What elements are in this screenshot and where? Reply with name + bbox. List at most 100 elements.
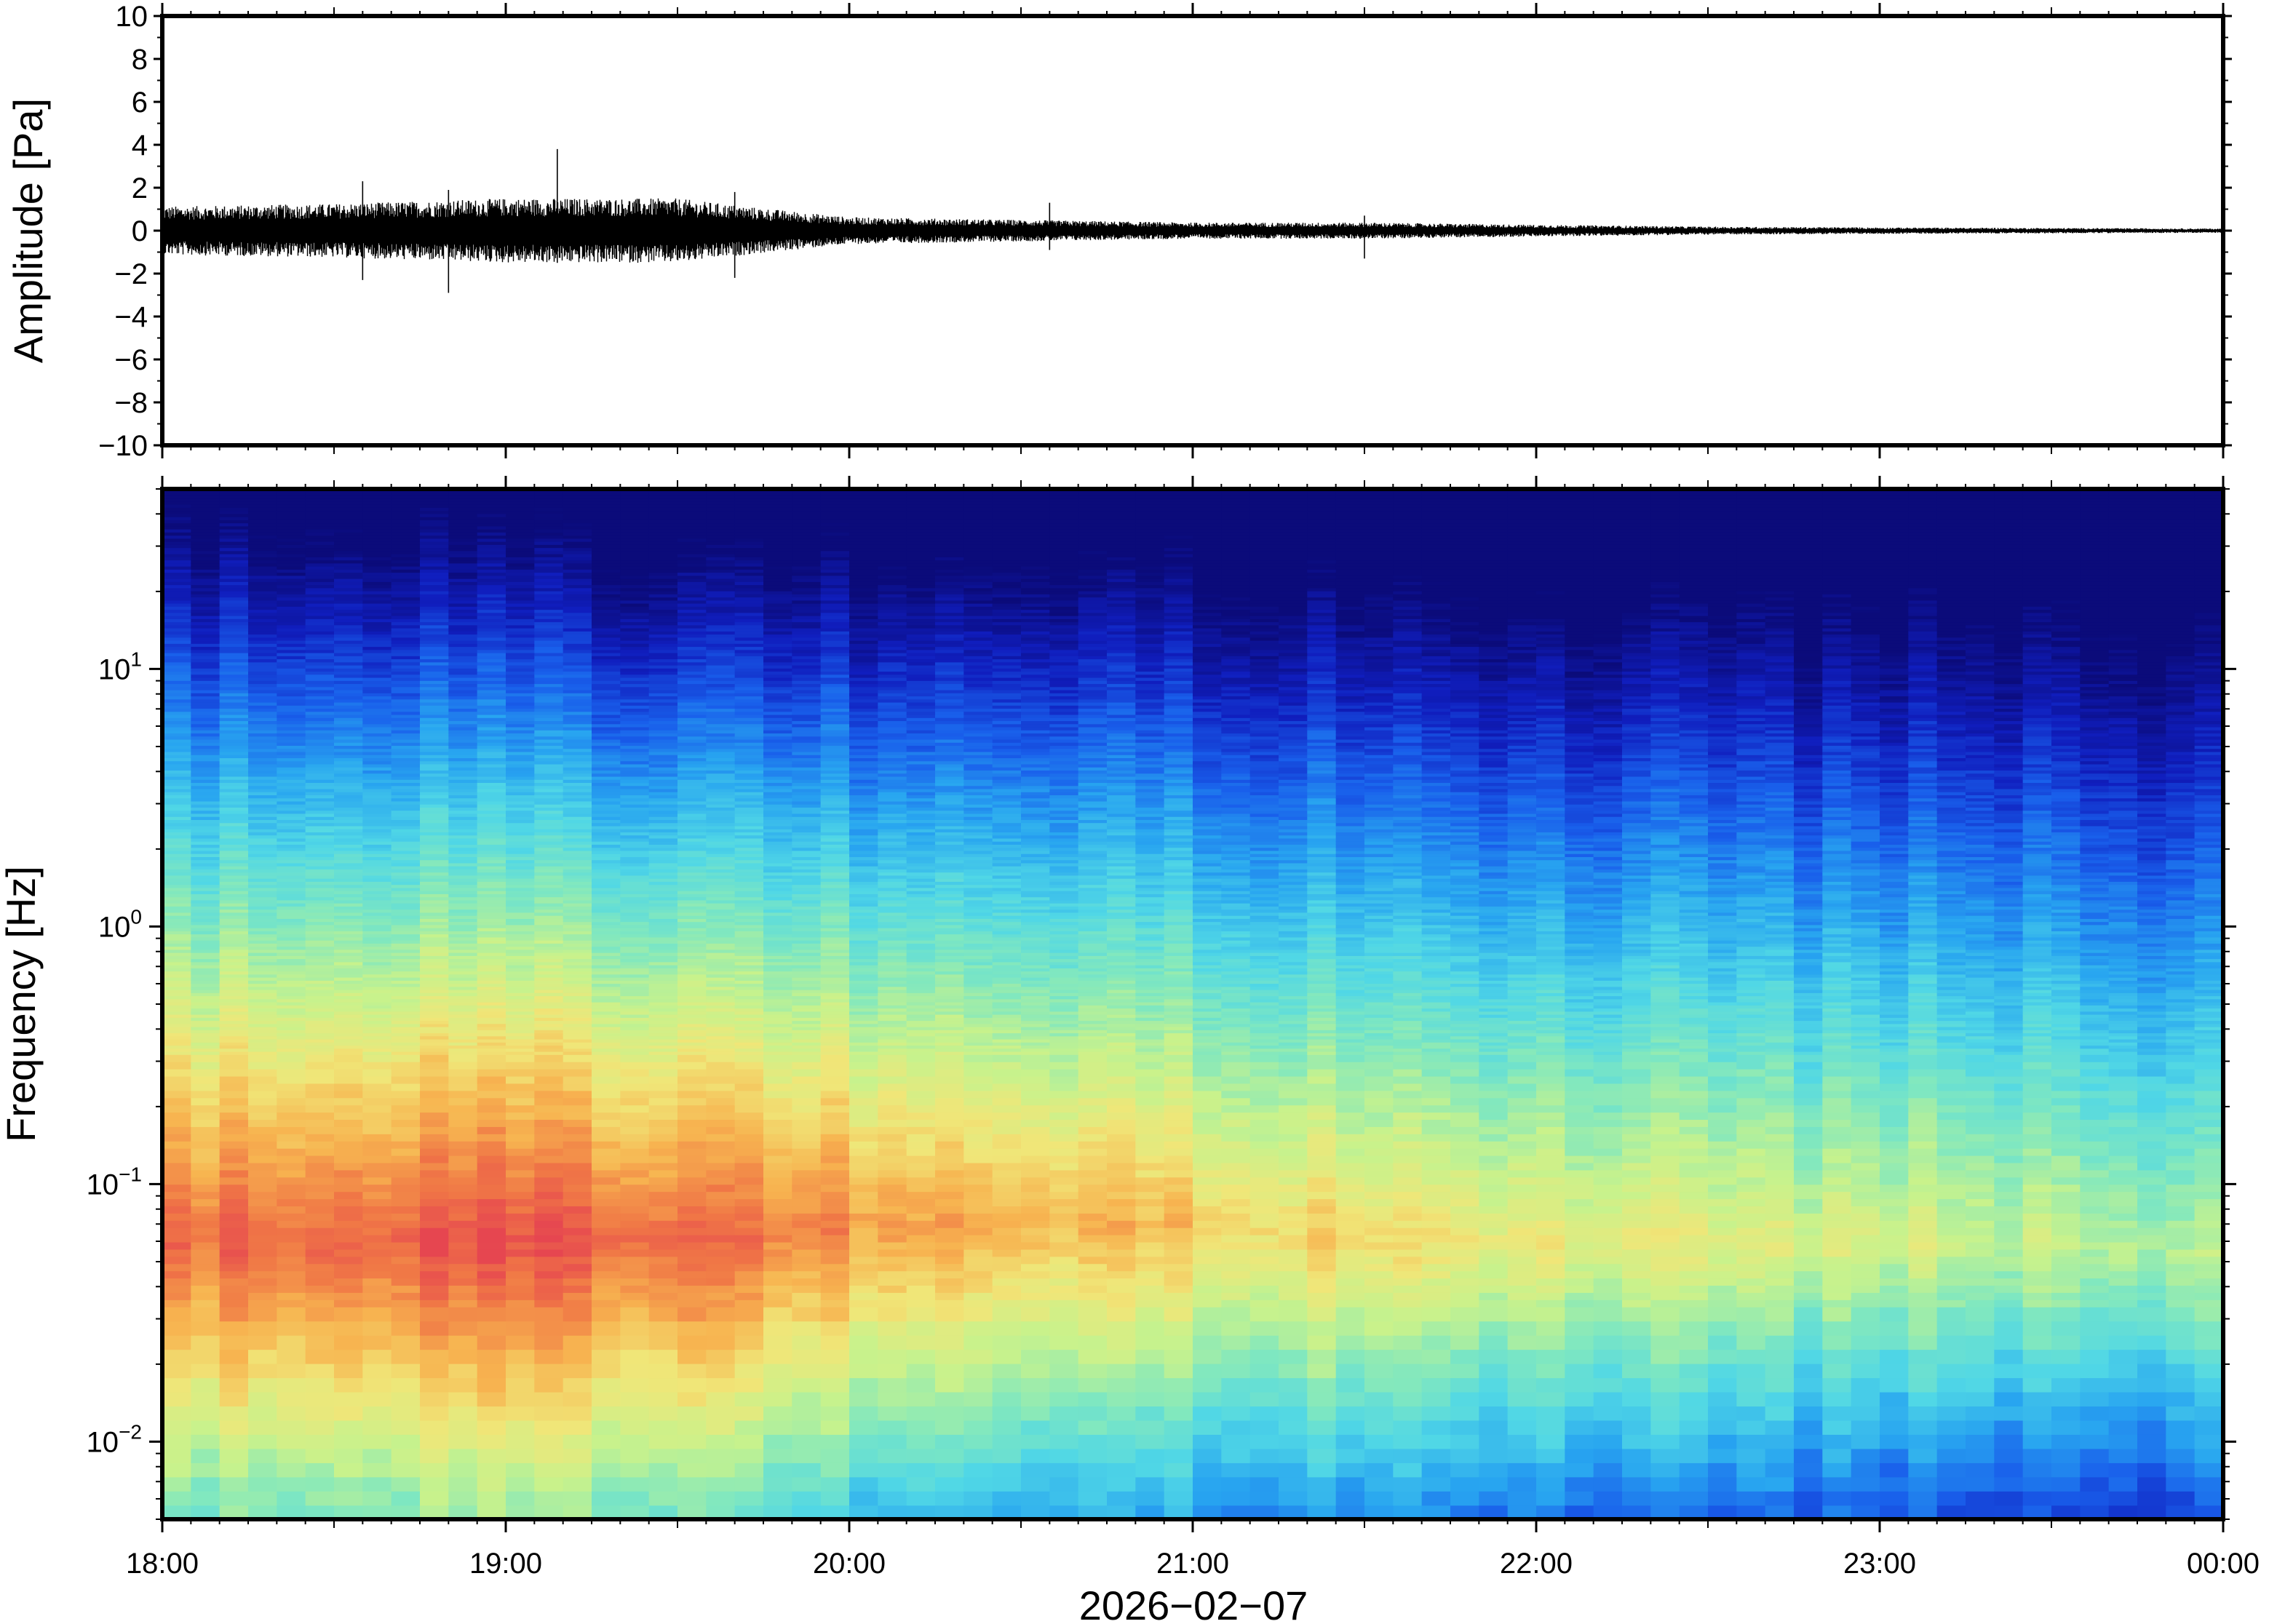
spectrogram-cell (477, 720, 506, 725)
spectrogram-cell (162, 627, 192, 632)
spectrogram-cell (248, 1476, 278, 1492)
spectrogram-cell (334, 795, 364, 799)
spectrogram-cell (563, 964, 592, 968)
spectrogram-cell (477, 822, 506, 827)
spectrogram-cell (448, 736, 478, 740)
spectrogram-cell (162, 1434, 192, 1449)
spectrogram-cell (277, 974, 306, 978)
spectrogram-cell (706, 822, 736, 827)
spectrogram-cell (334, 949, 364, 953)
spectrogram-cell (534, 1191, 564, 1200)
spectrogram-cell (534, 1285, 564, 1293)
spectrogram-cell (448, 1420, 478, 1435)
spectrogram-cell (305, 528, 335, 533)
spectrogram-cell (534, 1227, 564, 1235)
spectrogram-cell (734, 1434, 764, 1449)
spectrogram-cell (248, 495, 278, 499)
spectrogram-cell (420, 912, 450, 916)
spectrogram-cell (391, 618, 421, 623)
spectrogram-cell (734, 1162, 764, 1171)
spectrogram-cell (563, 1299, 592, 1307)
spectrogram-cell (563, 640, 592, 644)
spectrogram-cell (391, 736, 421, 740)
spectrogram-cell (362, 550, 392, 554)
spectrogram-cell (162, 791, 192, 795)
spectrogram-cell (706, 909, 736, 913)
spectrogram-cell (534, 1048, 564, 1052)
spectrogram-cell (620, 557, 650, 561)
spectrogram-cell (277, 677, 306, 681)
spectrogram-cell (391, 1420, 421, 1435)
spectrogram-cell (648, 840, 678, 845)
spectrogram-cell (277, 807, 306, 811)
spectrogram-cell (334, 1054, 364, 1062)
spectrogram-cell (219, 544, 249, 549)
spectrogram-cell (534, 677, 564, 681)
spectrogram-cell (305, 698, 335, 703)
spectrogram-cell (162, 1198, 192, 1206)
spectrogram-cell (248, 955, 278, 960)
spectrogram-cell (248, 939, 278, 944)
spectrogram-cell (248, 1349, 278, 1364)
spectrogram-cell (420, 1038, 450, 1043)
spectrogram-cell (362, 600, 392, 604)
spectrogram-cell (362, 1321, 392, 1336)
spectrogram-cell (534, 587, 564, 592)
spectrogram-cell (563, 946, 592, 950)
spectrogram-cell (592, 1083, 621, 1091)
spectrogram-cell (219, 1035, 249, 1040)
spectrogram-cell (534, 952, 564, 956)
spectrogram-cell (563, 590, 592, 594)
spectrogram-cell (563, 656, 592, 660)
spectrogram-cell (648, 1462, 678, 1478)
spectrogram-cell (563, 936, 592, 941)
spectrogram-cell (391, 1112, 421, 1121)
spectrogram-cell (362, 522, 392, 527)
spectrogram-cell (563, 909, 592, 913)
spectrogram-cell (734, 1042, 764, 1046)
spectrogram-cell (620, 773, 650, 777)
spectrogram-cell (391, 503, 421, 508)
spectrogram-cell (191, 569, 220, 573)
spectrogram-cell (162, 513, 192, 517)
spectrogram-cell (734, 1020, 764, 1024)
spectrogram-cell (448, 770, 478, 774)
spectrogram-cell (448, 560, 478, 564)
spectrogram-cell (592, 1220, 621, 1228)
spectrogram-cell (191, 547, 220, 552)
spectrogram-cell (592, 828, 621, 832)
spectrogram-cell (334, 656, 364, 660)
spectrogram-cell (448, 1334, 478, 1350)
spectrogram-cell (648, 998, 678, 1003)
spectrogram-cell (648, 1134, 678, 1142)
spectrogram-cell (219, 779, 249, 784)
spectrogram-cell (448, 1104, 478, 1113)
spectrogram-cell (334, 952, 364, 956)
spectrogram-cell (162, 698, 192, 703)
spectrogram-cell (305, 1363, 335, 1379)
spectrogram-cell (620, 992, 650, 997)
spectrogram-cell (277, 837, 306, 842)
spectrogram-cell (592, 498, 621, 502)
spectrogram-cell (191, 971, 220, 975)
spectrogram-cell (477, 597, 506, 601)
spectrogram-cell (448, 1140, 478, 1149)
spectrogram-cell (534, 594, 564, 598)
spectrogram-cell (506, 618, 536, 623)
spectrogram-cell (477, 936, 506, 941)
spectrogram-cell (391, 513, 421, 517)
spectrogram-cell (506, 538, 536, 542)
spectrogram-cell (448, 624, 478, 629)
spectrogram-cell (506, 578, 536, 582)
spectrogram-cell (506, 989, 536, 993)
spectrogram-cell (277, 1026, 306, 1030)
spectrogram-cell (305, 992, 335, 997)
spectrogram-cell (334, 1263, 364, 1272)
spectrogram-cell (277, 840, 306, 845)
spectrogram-cell (162, 1299, 192, 1307)
spectrogram-cell (334, 884, 364, 888)
spectrogram-cell (592, 575, 621, 579)
spectrogram-cell (592, 686, 621, 690)
spectrogram-cell (191, 921, 220, 926)
spectrogram-cell (620, 541, 650, 545)
